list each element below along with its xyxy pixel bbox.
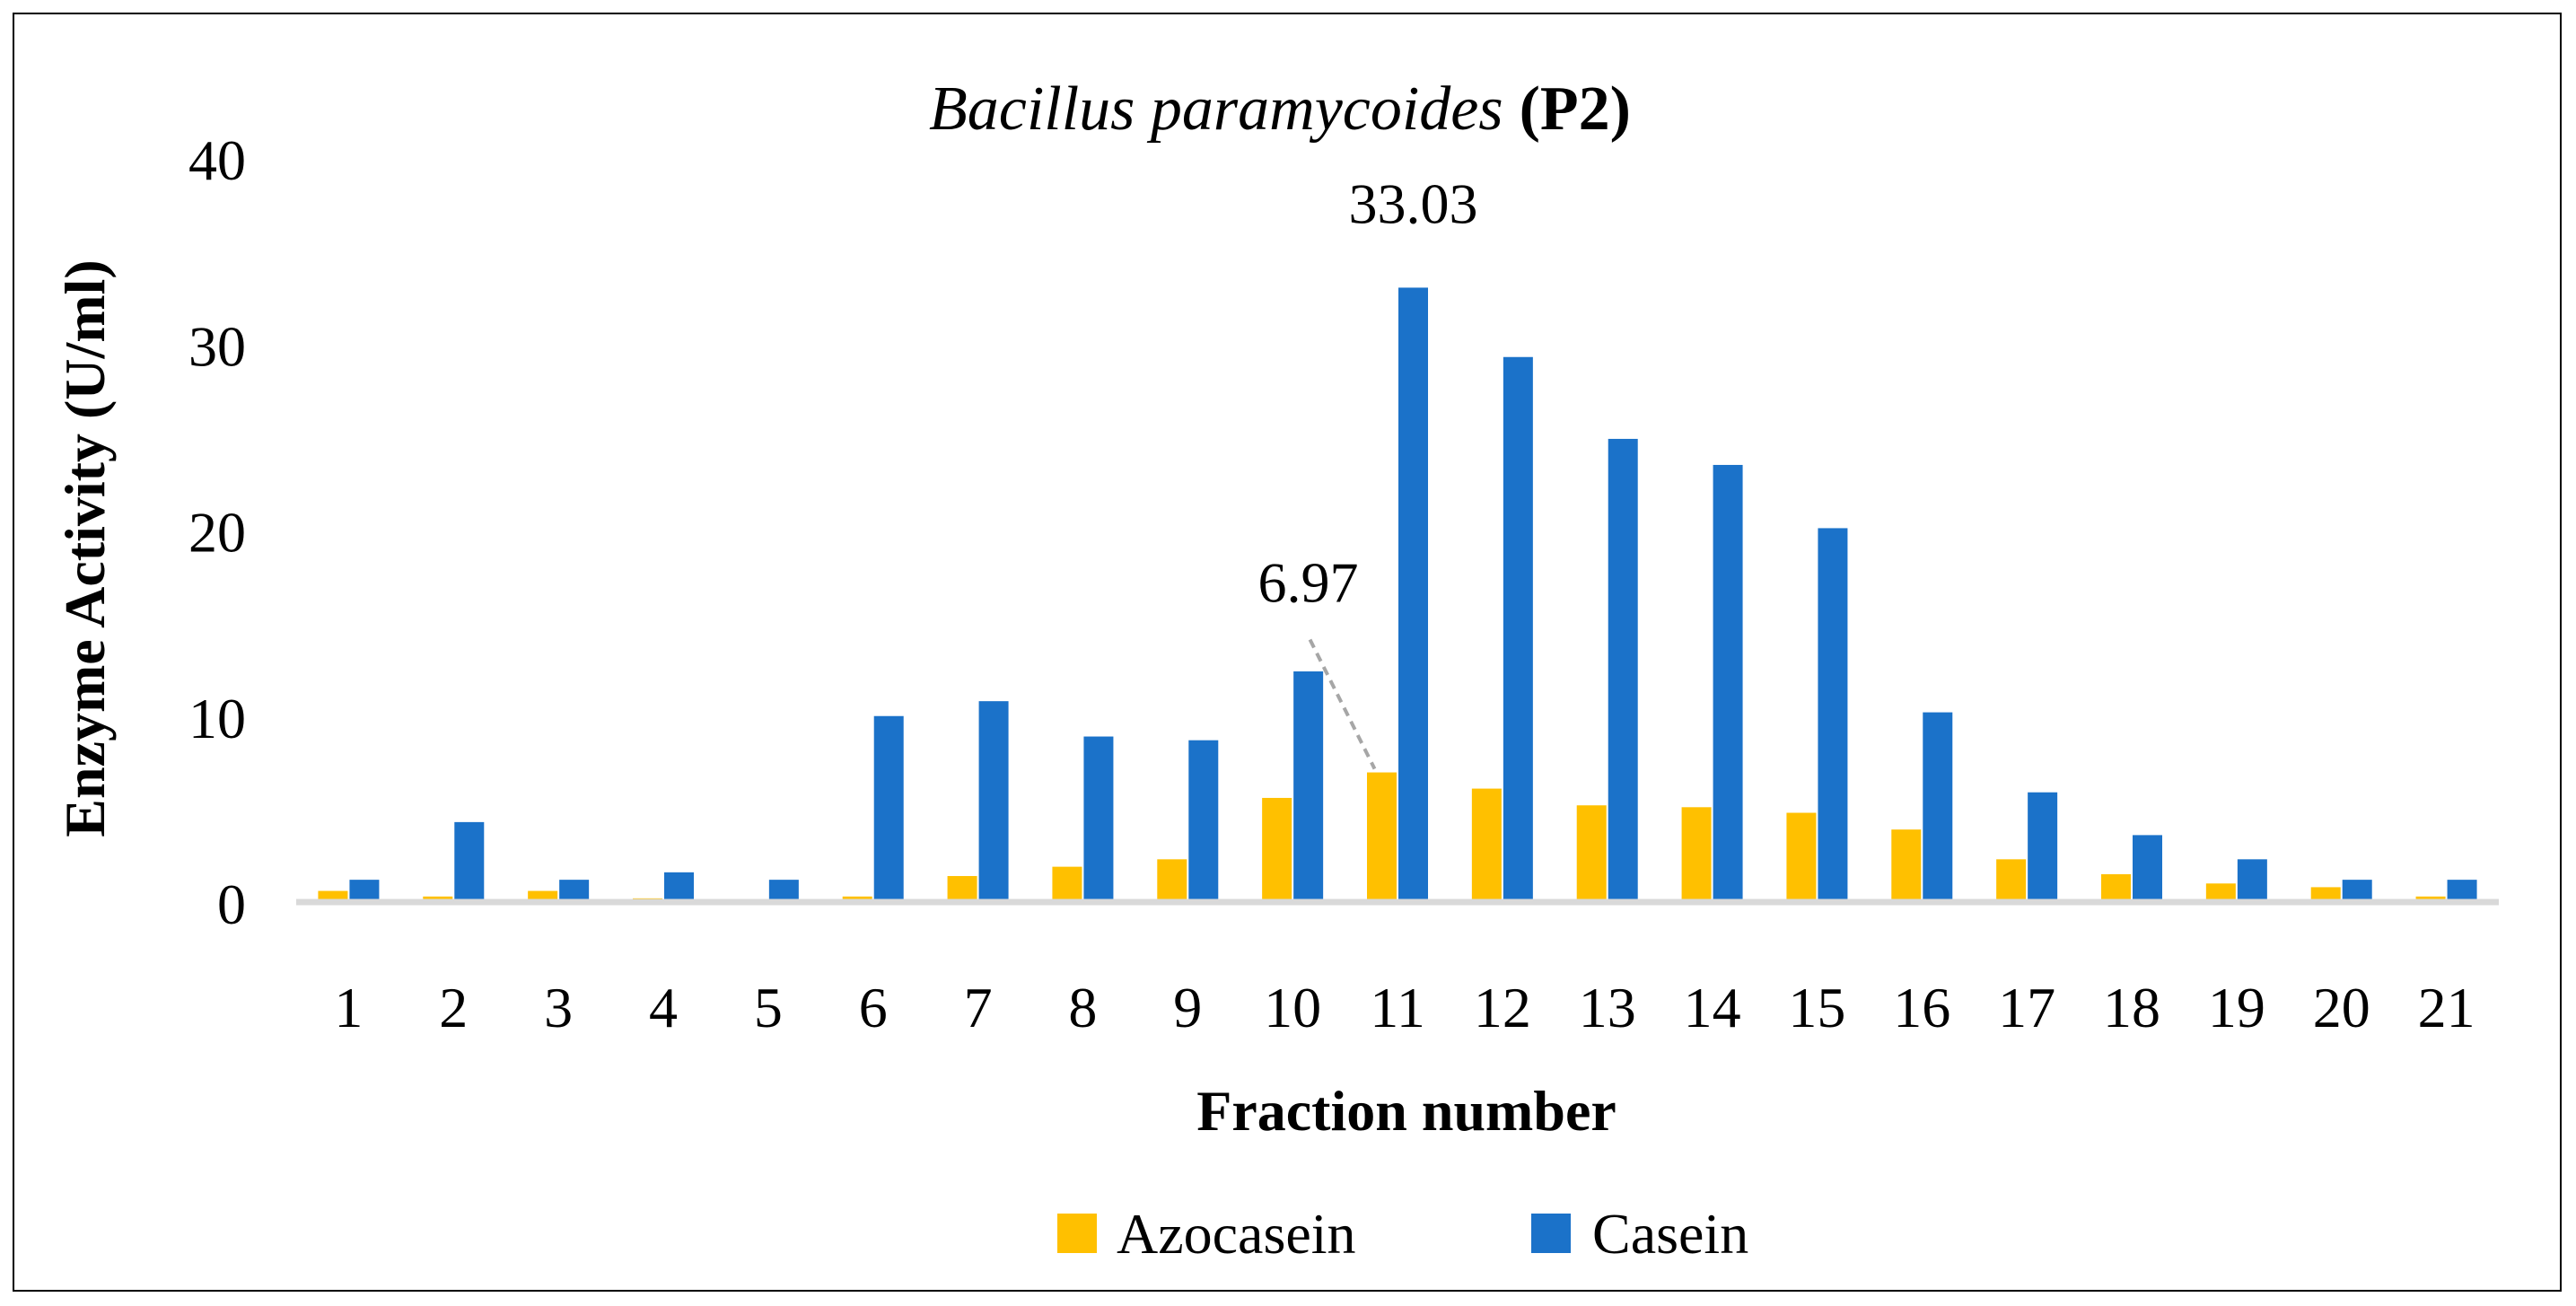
bars — [318, 287, 2477, 902]
data-label: 33.03 — [1349, 171, 1478, 235]
bar-azocasein — [947, 875, 977, 902]
x-tick-label: 4 — [649, 976, 678, 1039]
legend: Azocasein Casein — [1057, 1202, 1748, 1266]
x-tick-label: 8 — [1068, 976, 1097, 1039]
legend-label-casein: Casein — [1592, 1202, 1748, 1266]
x-tick-label: 20 — [2313, 976, 2370, 1039]
bar-casein — [2028, 792, 2058, 902]
bar-azocasein — [2205, 883, 2236, 902]
x-tick-label: 15 — [1788, 976, 1845, 1039]
bar-casein — [1188, 740, 1219, 902]
y-tick-label: 0 — [217, 872, 246, 936]
legend-swatch-azocasein — [1057, 1214, 1097, 1253]
bar-casein — [978, 701, 1009, 902]
bar-casein — [454, 821, 485, 902]
bar-azocasein — [1471, 788, 1502, 902]
bar-casein — [559, 880, 590, 902]
x-tick-label: 9 — [1173, 976, 1202, 1039]
bar-casein — [1503, 356, 1533, 902]
bar-azocasein — [1157, 859, 1187, 902]
y-tick-label: 30 — [188, 314, 246, 378]
y-axis-label: Enzyme Activity (U/ml) — [53, 259, 117, 837]
bar-casein — [1923, 712, 1953, 902]
bar-casein — [1293, 671, 1324, 902]
x-tick-label: 3 — [544, 976, 573, 1039]
bar-casein — [1083, 736, 1114, 902]
chart-frame: Bacillus paramycoides (P2) Enzyme Activit… — [13, 13, 2562, 1292]
x-tick-label: 14 — [1684, 976, 1741, 1039]
bar-azocasein — [1786, 812, 1817, 902]
data-label: 6.97 — [1258, 551, 1359, 615]
y-axis-ticks: 0 10 20 30 40 — [188, 128, 246, 936]
bar-casein — [349, 880, 380, 902]
bar-casein — [1818, 528, 1848, 902]
chart-title: Bacillus paramycoides (P2) — [929, 75, 1631, 144]
bar-azocasein — [1996, 859, 2027, 902]
bar-azocasein — [2310, 887, 2341, 902]
x-axis-label: Fraction number — [1196, 1079, 1617, 1143]
bar-azocasein — [1262, 797, 1292, 902]
bar-azocasein — [1891, 829, 1922, 902]
bar-casein — [2342, 880, 2372, 902]
x-tick-label: 6 — [859, 976, 888, 1039]
x-tick-label: 13 — [1579, 976, 1636, 1039]
data-label-leader-line — [1308, 638, 1377, 770]
x-tick-label: 16 — [1893, 976, 1950, 1039]
bar-casein — [1398, 287, 1428, 902]
x-tick-label: 11 — [1370, 976, 1425, 1039]
bar-casein — [873, 715, 904, 902]
bar-casein — [768, 880, 799, 902]
y-tick-label: 40 — [188, 128, 246, 192]
chart-title-italic: Bacillus paramycoides — [929, 75, 1503, 144]
bar-casein — [664, 872, 694, 902]
bar-azocasein — [1052, 866, 1082, 902]
y-tick-label: 10 — [188, 687, 246, 750]
x-tick-label: 19 — [2208, 976, 2265, 1039]
bar-casein — [2237, 859, 2267, 902]
bar-azocasein — [1576, 805, 1607, 902]
legend-label-azocasein: Azocasein — [1117, 1202, 1356, 1266]
x-tick-label: 1 — [334, 976, 363, 1039]
svg-text:Bacillus paramycoides(P2): Bacillus paramycoides (P2) — [929, 75, 1631, 144]
x-tick-label: 12 — [1474, 976, 1531, 1039]
bar-casein — [2133, 835, 2162, 902]
x-tick-label: 2 — [439, 976, 468, 1039]
x-tick-label: 17 — [1998, 976, 2055, 1039]
bar-casein — [2447, 880, 2477, 902]
x-tick-label: 10 — [1264, 976, 1321, 1039]
data-labels: 33.03 6.97 — [1258, 171, 1478, 770]
y-tick-label: 20 — [188, 501, 246, 565]
x-tick-label: 21 — [2418, 976, 2475, 1039]
bar-chart: Bacillus paramycoides (P2) Enzyme Activit… — [53, 75, 2499, 1266]
chart-title-bold: (P2) — [1520, 75, 1631, 144]
bar-azocasein — [1367, 772, 1397, 902]
legend-swatch-casein — [1531, 1214, 1571, 1253]
bar-casein — [1608, 438, 1638, 902]
x-tick-label: 7 — [964, 976, 993, 1039]
x-tick-label: 18 — [2103, 976, 2160, 1039]
bar-azocasein — [1681, 807, 1712, 902]
bar-azocasein — [2101, 873, 2131, 902]
x-tick-label: 5 — [754, 976, 783, 1039]
x-axis-ticks: 1 2 3 4 5 6 7 8 9 10 11 12 13 14 15 16 17 18 19 20 21 — [334, 976, 2475, 1039]
bar-casein — [1713, 464, 1743, 902]
